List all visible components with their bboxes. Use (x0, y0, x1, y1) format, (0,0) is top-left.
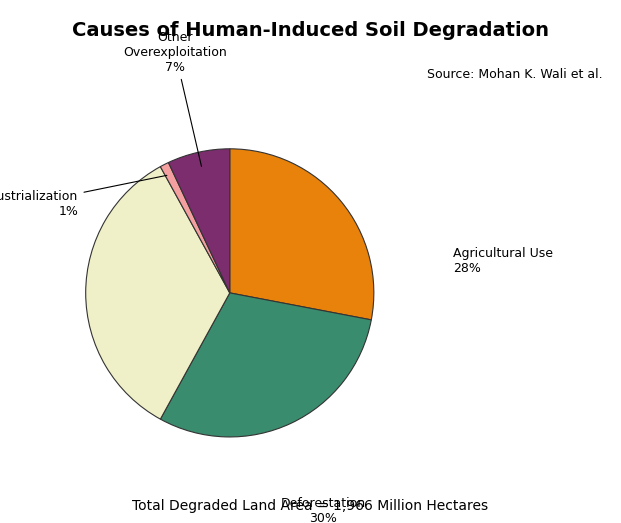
Wedge shape (160, 163, 230, 293)
Text: Causes of Human-Induced Soil Degradation: Causes of Human-Induced Soil Degradation (72, 21, 549, 40)
Text: Total Degraded Land Area = 1,966 Million Hectares: Total Degraded Land Area = 1,966 Million… (132, 498, 489, 513)
Text: Source: Mohan K. Wali et al.: Source: Mohan K. Wali et al. (427, 68, 602, 81)
Wedge shape (160, 293, 371, 437)
Wedge shape (230, 149, 374, 320)
Text: Deforestation
30%: Deforestation 30% (281, 497, 366, 523)
Wedge shape (168, 149, 230, 293)
Text: Industrialization
1%: Industrialization 1% (0, 175, 167, 218)
Text: Other
Overexploitation
7%: Other Overexploitation 7% (123, 31, 227, 166)
Wedge shape (86, 167, 230, 419)
Text: Agricultural Use
28%: Agricultural Use 28% (453, 247, 553, 275)
